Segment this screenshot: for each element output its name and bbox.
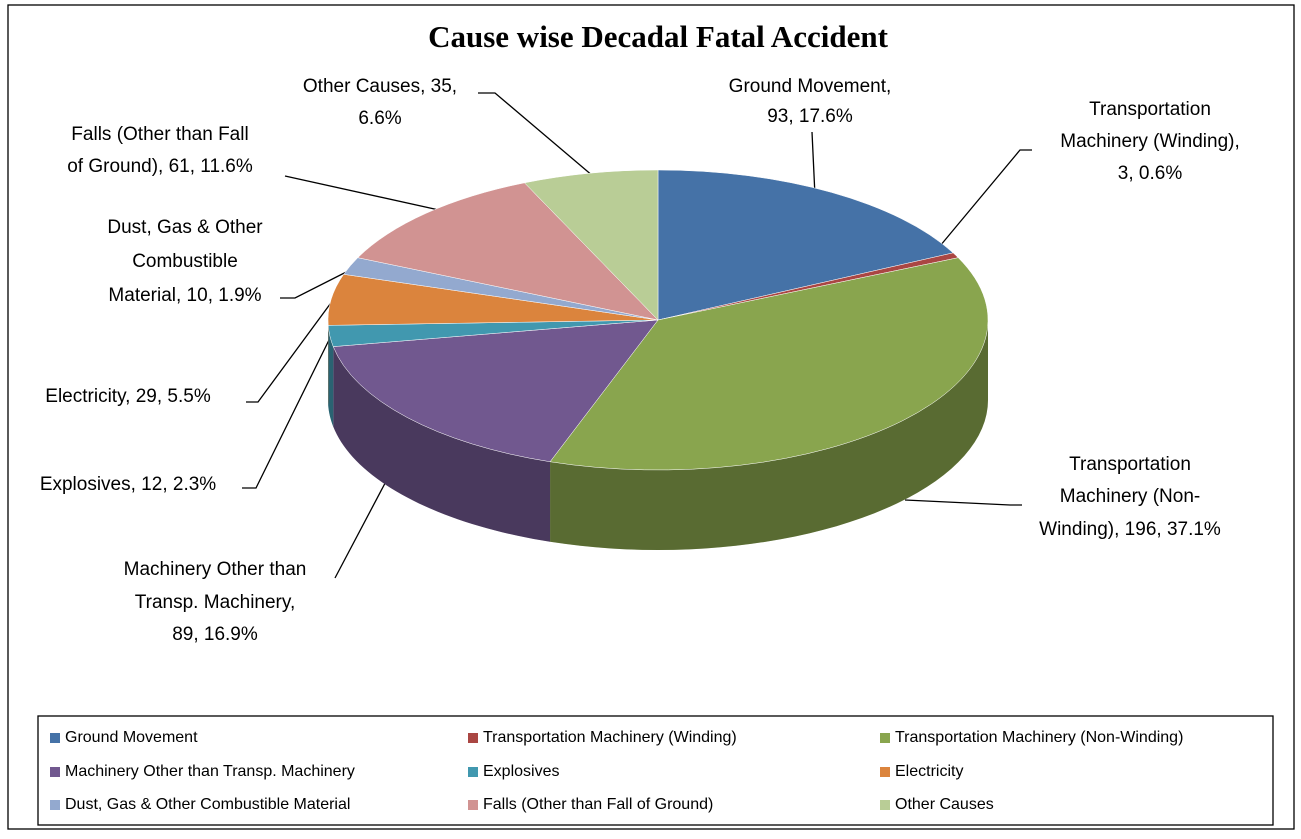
legend-swatch bbox=[50, 733, 60, 743]
data-label: of Ground), 61, 11.6% bbox=[67, 156, 253, 177]
data-label: Machinery Other than bbox=[124, 559, 307, 580]
legend-label: Ground Movement bbox=[65, 729, 198, 746]
pie-tops bbox=[328, 170, 988, 470]
legend-label: Transportation Machinery (Winding) bbox=[483, 729, 737, 746]
legend-swatch bbox=[468, 800, 478, 810]
legend-label: Electricity bbox=[895, 763, 963, 780]
legend-swatch bbox=[468, 767, 478, 777]
legend-label: Falls (Other than Fall of Ground) bbox=[483, 796, 713, 813]
data-label: Winding), 196, 37.1% bbox=[1039, 519, 1221, 540]
legend-swatch bbox=[880, 767, 890, 777]
data-label: 3, 0.6% bbox=[1118, 163, 1183, 184]
data-label: Transp. Machinery, bbox=[135, 592, 296, 613]
legend-label: Explosives bbox=[483, 763, 559, 780]
data-label: Machinery (Non- bbox=[1060, 486, 1200, 507]
data-label: Ground Movement, bbox=[729, 76, 892, 97]
legend-label: Machinery Other than Transp. Machinery bbox=[65, 763, 355, 780]
data-label: Transportation bbox=[1069, 454, 1191, 475]
data-label: Explosives, 12, 2.3% bbox=[40, 474, 216, 495]
data-label: Combustible bbox=[132, 251, 238, 272]
legend-swatch bbox=[880, 733, 890, 743]
data-label: Dust, Gas & Other bbox=[107, 217, 263, 238]
data-label: Other Causes, 35, bbox=[303, 76, 457, 97]
legend-label: Transportation Machinery (Non-Winding) bbox=[895, 729, 1183, 746]
legend-label: Dust, Gas & Other Combustible Material bbox=[65, 796, 350, 813]
data-label: Machinery (Winding), bbox=[1060, 131, 1240, 152]
data-label: 93, 17.6% bbox=[767, 106, 853, 127]
legend-swatch bbox=[880, 800, 890, 810]
chart-title: Cause wise Decadal Fatal Accident bbox=[428, 19, 888, 54]
data-label: Electricity, 29, 5.5% bbox=[45, 386, 211, 407]
data-label: Material, 10, 1.9% bbox=[108, 285, 261, 306]
data-label: Transportation bbox=[1089, 99, 1211, 120]
data-label: 89, 16.9% bbox=[172, 624, 258, 645]
legend-swatch bbox=[468, 733, 478, 743]
data-label: Falls (Other than Fall bbox=[71, 124, 248, 145]
legend-swatch bbox=[50, 767, 60, 777]
legend-swatch bbox=[50, 800, 60, 810]
legend-label: Other Causes bbox=[895, 796, 994, 813]
data-label: 6.6% bbox=[358, 108, 401, 129]
